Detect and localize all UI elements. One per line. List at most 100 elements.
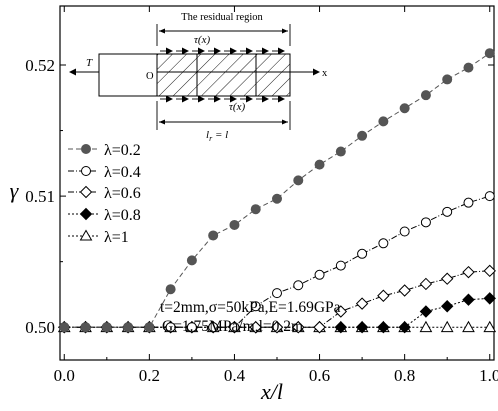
inset-length-label-main: l	[206, 129, 209, 141]
legend-item-5: λ=1	[68, 229, 129, 246]
x-tick-label: 0.4	[224, 366, 246, 385]
data-point	[123, 322, 134, 333]
data-point	[208, 230, 219, 241]
data-point	[462, 320, 475, 333]
data-point	[355, 297, 369, 310]
inset-length-label: lr = l	[206, 129, 228, 143]
data-point	[165, 322, 176, 333]
data-point	[462, 265, 475, 279]
data-point	[250, 301, 261, 312]
data-point	[313, 321, 326, 334]
data-point	[293, 280, 304, 291]
data-point	[463, 62, 474, 73]
legend-label-2: λ=0.4	[104, 164, 141, 181]
data-point	[419, 305, 433, 318]
inset-tau-bottom-label: τ(x)	[229, 101, 245, 113]
x-axis-title: x/l	[260, 379, 283, 404]
data-point	[229, 219, 240, 230]
data-point	[462, 293, 475, 306]
axis-ticks: 0.0 0.2 0.4 0.6 0.8 1.0 0.50 0.51 0.52	[25, 6, 498, 385]
data-point	[335, 146, 346, 157]
data-point	[398, 284, 411, 297]
data-point	[399, 103, 410, 114]
legend-item-1: λ=0.2	[68, 142, 141, 159]
data-point	[334, 305, 348, 318]
legend-label-1: λ=0.2	[104, 142, 141, 159]
legend-label-4: λ=0.8	[104, 207, 141, 224]
y-tick-label: 0.50	[25, 318, 55, 337]
data-point	[292, 321, 305, 334]
inset-length-arrow-left	[159, 119, 165, 125]
legend-marker-open-diamond	[79, 185, 93, 199]
legend-item-4: λ=0.8	[68, 207, 141, 224]
legend-marker-open-circle	[81, 166, 91, 176]
data-point	[442, 206, 453, 217]
data-point	[398, 321, 411, 334]
legend-item-2: λ=0.4	[68, 164, 141, 181]
inset-residual-region	[156, 53, 291, 97]
x-tick-label: 0.2	[139, 366, 160, 385]
legend-marker-open-triangle	[79, 229, 93, 241]
x-tick-label: 1.0	[479, 366, 498, 385]
inset-length-arrow-right	[282, 119, 288, 125]
data-point	[357, 130, 368, 141]
inset-force-label: T	[86, 57, 93, 69]
data-point	[463, 197, 474, 208]
legend-label-5: λ=1	[104, 229, 129, 246]
data-point	[419, 277, 433, 291]
data-point	[272, 193, 282, 204]
data-point	[357, 248, 368, 259]
y-tick-label: 0.51	[25, 187, 55, 206]
data-point	[335, 260, 346, 271]
data-point	[249, 321, 262, 334]
data-point	[59, 322, 70, 333]
legend: λ=0.2 λ=0.4 λ=0.6 λ=0.8 λ=1	[68, 142, 141, 246]
series-1	[59, 48, 495, 333]
data-point	[484, 48, 495, 59]
data-point	[250, 204, 261, 215]
inset-length-label-rest: = l	[212, 129, 228, 141]
data-point	[378, 238, 389, 249]
data-point	[355, 321, 369, 334]
data-point	[483, 320, 497, 333]
x-tick-label: 0.8	[394, 366, 415, 385]
data-point	[440, 300, 454, 313]
data-point	[208, 322, 219, 333]
data-point	[270, 321, 284, 334]
data-point	[314, 269, 325, 280]
inset-bracket-arrow-right	[282, 28, 288, 34]
data-point	[377, 321, 390, 334]
annotation-line-1: t=2mm,σ=50kPa,E=1.69GPa	[160, 299, 341, 316]
data-point	[186, 255, 197, 266]
x-tick-label: 0.6	[309, 366, 330, 385]
y-axis-title: γ	[10, 178, 20, 203]
inset-diagram: The residual region τ(x) x	[69, 12, 328, 143]
data-point	[272, 288, 282, 299]
inset-title: The residual region	[181, 12, 263, 23]
legend-marker-filled-diamond	[79, 207, 93, 221]
data-point	[419, 320, 433, 333]
series-layer	[57, 48, 497, 334]
data-point	[378, 116, 389, 127]
data-point	[483, 292, 496, 305]
data-point	[440, 272, 454, 285]
inset-plate-left	[98, 53, 158, 97]
data-point	[483, 264, 496, 278]
data-point	[165, 284, 176, 295]
data-point	[144, 322, 155, 333]
data-point	[293, 175, 304, 186]
data-point	[377, 289, 390, 302]
legend-marker-filled-circle	[81, 144, 91, 154]
data-point	[80, 322, 91, 333]
x-tick-label: 0.0	[54, 366, 75, 385]
inset-length-label-sub: r	[209, 134, 213, 143]
data-point	[101, 322, 112, 333]
data-point	[420, 90, 431, 101]
inset-x-axis-label: x	[322, 68, 328, 79]
data-point	[229, 322, 240, 333]
data-point	[442, 74, 453, 85]
y-tick-label: 0.52	[25, 56, 55, 75]
data-point	[186, 322, 197, 333]
legend-item-3: λ=0.6	[68, 185, 141, 202]
